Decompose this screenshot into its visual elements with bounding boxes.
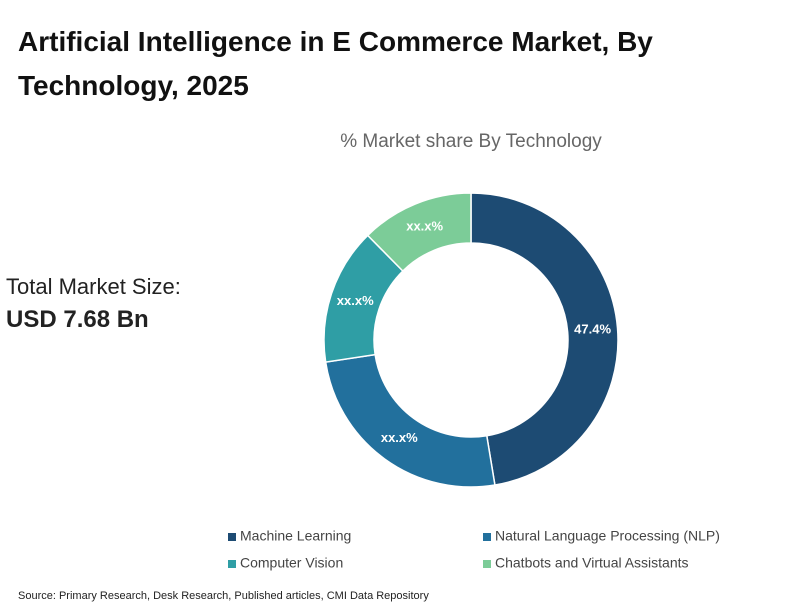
data-label: xx.x% [406,219,443,234]
source-note: Source: Primary Research, Desk Research,… [18,590,429,602]
donut-segment [366,192,472,273]
legend-marker [483,560,491,568]
total-value: USD 7.68 Bn [6,306,149,333]
data-label: 47.4% [574,321,611,336]
chart-subtitle: % Market share By Technology [340,131,602,152]
legend-label: Machine Learning [240,528,351,544]
legend-label: Natural Language Processing (NLP) [495,528,720,544]
chart-title: Artificial Intelligence in E Commerce Ma… [18,26,653,101]
data-label: xx.x% [337,293,374,308]
legend-marker [228,533,236,541]
legend-label: Computer Vision [240,555,343,571]
total-box: Total Market Size: USD 7.68 Bn [6,274,181,334]
legend-label: Chatbots and Virtual Assistants [495,555,689,571]
legend-marker [483,533,491,541]
data-label: xx.x% [381,430,418,445]
legend-marker [228,560,236,568]
total-label: Total Market Size: [6,274,181,299]
donut-segment [470,192,619,486]
donut-segment [324,353,496,488]
